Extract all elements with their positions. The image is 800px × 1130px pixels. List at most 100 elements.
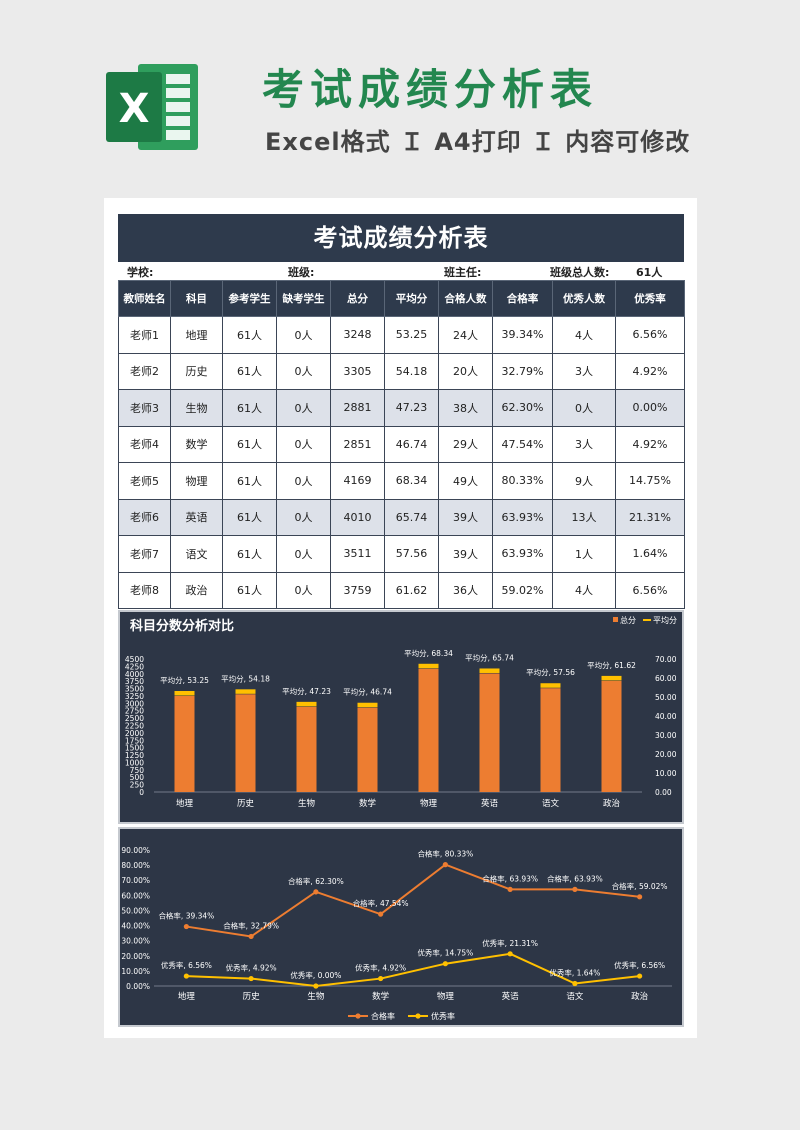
right-axis-tick: 30.00 <box>655 731 677 740</box>
table-cell: 49人 <box>438 462 493 500</box>
y-axis-tick: 60.00% <box>121 891 150 900</box>
left-axis-tick: 2250 <box>125 722 144 731</box>
excellent-rate-point <box>572 980 578 987</box>
pass-rate-point <box>248 933 254 940</box>
right-axis-tick: 20.00 <box>655 750 677 759</box>
table-cell: 39人 <box>438 498 493 536</box>
class-label: 班级: <box>288 266 315 279</box>
sheet-title: 考试成绩分析表 <box>118 214 684 262</box>
left-axis-tick: 3000 <box>125 699 144 708</box>
table-row: 老师6 英语 61人 0人 4010 65.74 39人 63.93% 13人 21.31% <box>118 498 685 536</box>
column-header: 优秀率 <box>615 280 685 317</box>
pass-rate-point <box>637 894 643 900</box>
table-cell: 4.92% <box>615 352 685 390</box>
pass-rate-line <box>186 863 640 938</box>
table-cell: 38人 <box>438 389 493 427</box>
column-header: 优秀人数 <box>552 280 616 317</box>
table-cell: 物理 <box>170 462 223 500</box>
table-cell: 3759 <box>330 571 385 609</box>
category-label: 政治 <box>603 798 621 809</box>
table-cell: 29人 <box>438 425 493 463</box>
excel-logo-icon: X <box>104 58 202 156</box>
pass-rate-label: 合格率, 47.54% <box>353 898 409 908</box>
right-axis-tick: 70.00 <box>655 655 677 664</box>
table-row: 老师7 语文 61人 0人 3511 57.56 39人 63.93% 1人 1.64% <box>118 535 685 573</box>
table-cell: 32.79% <box>492 352 553 390</box>
scores-table: 教师姓名 科目 参考学生 缺考学生 总分 平均分 合格人数 合格率 优秀人数 优… <box>118 280 685 609</box>
total-bar <box>540 688 561 792</box>
table-cell: 老师8 <box>118 571 171 609</box>
table-cell: 36人 <box>438 571 493 609</box>
average-data-label: 平均分, 68.34 <box>404 648 453 658</box>
right-axis-tick: 60.00 <box>655 674 677 683</box>
left-axis-tick: 2000 <box>125 729 144 738</box>
table-cell: 57.56 <box>384 535 439 573</box>
table-cell: 语文 <box>170 535 223 573</box>
pass-rate-label: 合格率, 62.30% <box>288 876 344 886</box>
right-axis-tick: 10.00 <box>655 769 677 778</box>
pass-rate-label: 合格率, 63.93% <box>482 873 538 883</box>
category-label: 地理 <box>178 991 196 1002</box>
table-cell: 39.34% <box>492 316 553 354</box>
left-axis-tick: 3250 <box>125 692 144 701</box>
column-header: 合格人数 <box>438 280 493 317</box>
column-header: 总分 <box>330 280 385 317</box>
excellent-rate-label: 优秀率, 4.92% <box>355 963 406 973</box>
table-cell: 63.93% <box>492 498 553 536</box>
left-axis-tick: 500 <box>130 773 145 782</box>
left-axis-tick: 0 <box>139 788 144 797</box>
table-cell: 数学 <box>170 425 223 463</box>
pass-rate-point <box>313 889 319 895</box>
table-cell: 0人 <box>276 316 331 354</box>
column-header: 缺考学生 <box>276 280 331 317</box>
table-row: 老师5 物理 61人 0人 4169 68.34 49人 80.33% 9人 14.75% <box>118 462 685 500</box>
total-bar <box>479 673 500 792</box>
y-axis-tick: 40.00% <box>121 922 150 931</box>
left-axis-tick: 2500 <box>125 714 144 723</box>
table-cell: 0人 <box>276 425 331 463</box>
page-title: 考试成绩分析表 <box>262 65 599 114</box>
table-cell: 2881 <box>330 389 385 427</box>
average-data-label: 平均分, 47.23 <box>282 686 331 696</box>
info-row: 学校: 班级: 班主任: 班级总人数: 61人 <box>118 262 684 280</box>
excellent-rate-label: 优秀率, 1.64% <box>549 968 600 978</box>
pass-rate-label: 合格率, 63.93% <box>547 873 603 883</box>
line-chart-svg: 0.00% 10.00% 20.00% 30.00% 40.00% 50.00% 60.00… <box>121 846 672 1021</box>
average-marker <box>174 691 195 696</box>
legend-pass-label: 合格率 <box>371 1011 395 1021</box>
table-cell: 0人 <box>276 571 331 609</box>
legend-excellent-label: 优秀率 <box>431 1011 455 1021</box>
average-marker <box>357 702 378 708</box>
table-cell: 地理 <box>170 316 223 354</box>
average-data-label: 平均分, 57.56 <box>526 667 575 677</box>
table-cell: 21.31% <box>615 498 685 536</box>
legend-total-swatch <box>613 617 618 622</box>
category-label: 数学 <box>372 991 390 1002</box>
pass-rate-point <box>507 886 513 892</box>
bar-chart-title: 科目分数分析对比 <box>130 619 235 634</box>
legend-total-label: 总分 <box>620 615 636 625</box>
table-cell: 47.23 <box>384 389 439 427</box>
excellent-rate-label: 优秀率, 21.31% <box>482 938 538 948</box>
table-cell: 2851 <box>330 425 385 463</box>
table-cell: 68.34 <box>384 462 439 500</box>
table-cell: 1.64% <box>615 535 685 573</box>
category-label: 政治 <box>631 991 649 1002</box>
table-cell: 3人 <box>552 425 616 463</box>
table-cell: 老师4 <box>118 425 171 463</box>
table-cell: 24人 <box>438 316 493 354</box>
legend-pass-swatch-dot <box>355 1013 361 1019</box>
total-bar <box>357 707 378 792</box>
total-students-value: 61人 <box>636 266 663 279</box>
column-header: 平均分 <box>384 280 439 317</box>
total-bar <box>418 668 439 792</box>
table-cell: 61.62 <box>384 571 439 609</box>
left-axis-tick: 2750 <box>125 707 144 716</box>
table-cell: 老师6 <box>118 498 171 536</box>
excellent-rate-label: 优秀率, 4.92% <box>226 963 277 973</box>
page-subtitle: Excel格式 Ｉ A4打印 Ｉ 内容可修改 <box>265 128 691 156</box>
category-label: 历史 <box>243 991 261 1002</box>
table-cell: 39人 <box>438 535 493 573</box>
left-axis-tick: 1250 <box>125 751 144 760</box>
table-cell: 61人 <box>222 498 277 536</box>
